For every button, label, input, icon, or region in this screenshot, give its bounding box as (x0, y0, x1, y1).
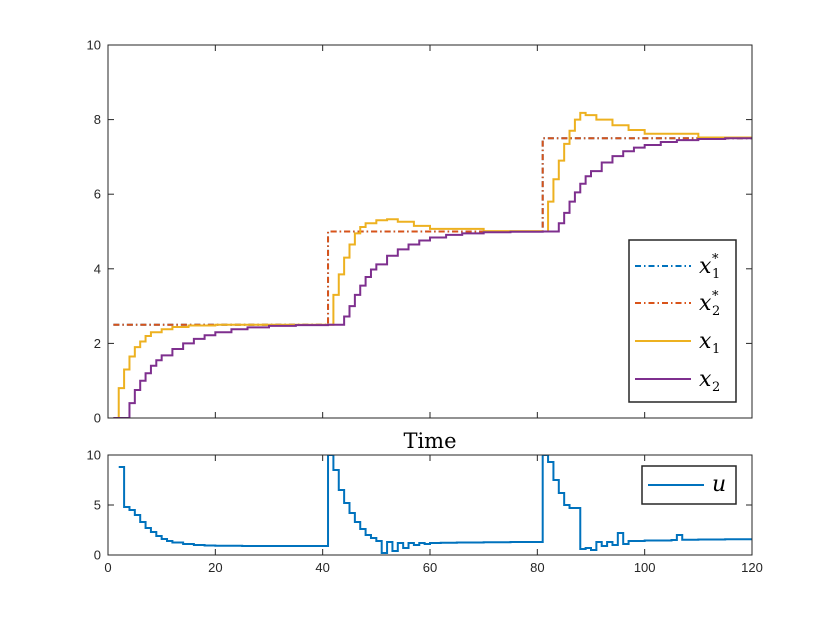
y-tick-label: 6 (94, 187, 101, 202)
x-tick-label: 0 (104, 560, 111, 575)
legend-label-2: x (699, 329, 712, 354)
series-group (118, 455, 752, 554)
y-tick-label: 4 (94, 261, 101, 276)
y-tick-label: 0 (94, 548, 101, 563)
legend-label-0: u (712, 472, 726, 497)
x-axis-title: Time (403, 429, 456, 453)
x-tick-label: 80 (530, 560, 544, 575)
legend-sup-0: * (712, 252, 719, 267)
y-tick-label: 2 (94, 336, 101, 351)
series-line-3 (113, 137, 752, 418)
legend-sup-1: * (712, 289, 719, 304)
x-tick-label: 20 (208, 560, 222, 575)
legend-sub-0: 1 (712, 267, 720, 282)
y-tick-label: 0 (94, 411, 101, 426)
legend-label-0: x (699, 254, 712, 279)
y-tick-label: 10 (87, 448, 101, 463)
series-line-0 (118, 455, 752, 554)
legend-sub-1: 2 (712, 304, 720, 319)
y-tick-label: 8 (94, 112, 101, 127)
series-group (113, 111, 752, 418)
x-tick-label: 60 (423, 560, 437, 575)
legend-label-1: x (699, 291, 712, 316)
y-tick-label: 5 (94, 498, 101, 513)
legend-box (628, 239, 737, 403)
series-line-2 (113, 111, 752, 418)
x-tick-label: 40 (315, 560, 329, 575)
legend-sub-3: 2 (712, 380, 720, 395)
y-tick-label: 10 (87, 38, 101, 53)
legend-sub-2: 1 (712, 342, 720, 357)
x-tick-label: 100 (634, 560, 656, 575)
input-plot: 0 20 40 60 80 100 120 0 5 10 u (87, 448, 763, 576)
x-tick-label: 120 (741, 560, 763, 575)
legend-label-3: x (699, 367, 712, 392)
